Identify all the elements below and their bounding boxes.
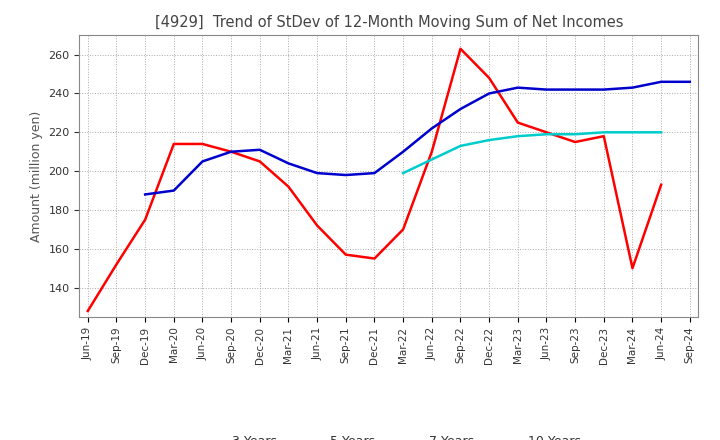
3 Years (657, 182, 665, 187)
5 Years (227, 149, 235, 154)
7 Years (428, 157, 436, 162)
Y-axis label: Amount (million yen): Amount (million yen) (30, 110, 42, 242)
5 Years (312, 170, 321, 176)
5 Years (370, 170, 379, 176)
3 Years (628, 266, 636, 271)
5 Years (428, 126, 436, 131)
5 Years (513, 85, 522, 90)
5 Years (141, 192, 150, 197)
3 Years (542, 130, 551, 135)
3 Years (227, 149, 235, 154)
Line: 7 Years: 7 Years (403, 132, 661, 173)
7 Years (513, 134, 522, 139)
3 Years (456, 46, 465, 51)
5 Years (284, 161, 293, 166)
7 Years (600, 130, 608, 135)
5 Years (399, 149, 408, 154)
3 Years (284, 184, 293, 189)
5 Years (628, 85, 636, 90)
3 Years (256, 159, 264, 164)
3 Years (112, 262, 121, 267)
5 Years (256, 147, 264, 152)
5 Years (169, 188, 178, 193)
3 Years (169, 141, 178, 147)
5 Years (456, 106, 465, 112)
5 Years (341, 172, 350, 178)
5 Years (657, 79, 665, 84)
7 Years (399, 170, 408, 176)
Line: 3 Years: 3 Years (88, 49, 661, 311)
3 Years (600, 134, 608, 139)
3 Years (341, 252, 350, 257)
3 Years (84, 308, 92, 314)
3 Years (141, 217, 150, 222)
7 Years (571, 132, 580, 137)
7 Years (542, 132, 551, 137)
Title: [4929]  Trend of StDev of 12-Month Moving Sum of Net Incomes: [4929] Trend of StDev of 12-Month Moving… (155, 15, 623, 30)
3 Years (485, 75, 493, 81)
5 Years (542, 87, 551, 92)
5 Years (685, 79, 694, 84)
5 Years (198, 159, 207, 164)
7 Years (456, 143, 465, 149)
3 Years (370, 256, 379, 261)
Line: 5 Years: 5 Years (145, 82, 690, 194)
3 Years (399, 227, 408, 232)
3 Years (198, 141, 207, 147)
7 Years (657, 130, 665, 135)
Legend: 3 Years, 5 Years, 7 Years, 10 Years: 3 Years, 5 Years, 7 Years, 10 Years (192, 430, 586, 440)
3 Years (312, 223, 321, 228)
5 Years (571, 87, 580, 92)
7 Years (628, 130, 636, 135)
5 Years (485, 91, 493, 96)
3 Years (513, 120, 522, 125)
7 Years (485, 137, 493, 143)
3 Years (571, 139, 580, 145)
5 Years (600, 87, 608, 92)
3 Years (428, 149, 436, 154)
